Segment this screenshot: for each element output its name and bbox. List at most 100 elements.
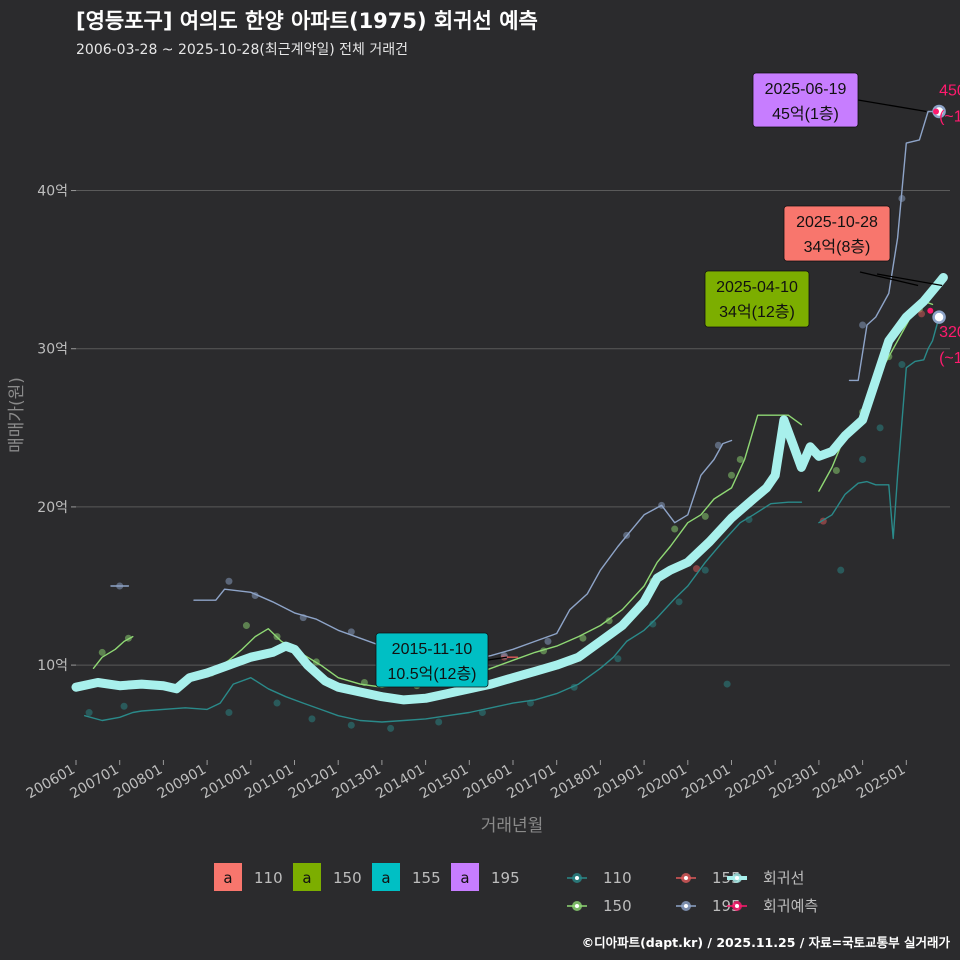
scatter-point-150 — [605, 617, 613, 625]
y-tick-label: 30억 — [37, 342, 68, 358]
legend-line-text: 회귀예측 — [763, 897, 818, 915]
annotation-date: 2025-06-19 — [765, 81, 847, 98]
annotation-leader — [487, 656, 507, 661]
prediction-area: (~110㎡) — [939, 349, 960, 367]
y-axis-ticks: 10억 20억 30억 40억 — [37, 184, 76, 674]
x-tick-label: 201901 — [592, 762, 646, 803]
legend-label-key — [451, 863, 479, 891]
scatter-point-110 — [701, 566, 709, 574]
legend-label-text: 110 — [254, 869, 283, 887]
legend-line-dot-center — [684, 876, 688, 880]
x-tick-label: 201101 — [242, 762, 296, 803]
legend-line-text: 110 — [603, 869, 632, 887]
scatter-point-110 — [308, 715, 316, 723]
x-tick-label: 202501 — [854, 762, 908, 803]
annotation-leader — [857, 99, 927, 113]
scatter-point-150 — [736, 455, 744, 463]
annotation-text: 34억(8층) — [804, 238, 871, 256]
scatter-point-150 — [579, 634, 587, 642]
legend-line-dot-center — [735, 876, 739, 880]
series-line-150 — [92, 635, 134, 669]
scatter-point-150 — [832, 467, 840, 475]
series-line-195b — [193, 439, 733, 666]
legend-line-text: 150 — [603, 897, 632, 915]
x-tick-label: 201301 — [330, 762, 384, 803]
legend-line-dot-center — [684, 904, 688, 908]
annotation-leader — [859, 271, 919, 287]
annotations: 2025-06-19 45억(1층) 2025-10-28 34억(8층) 2025-0… — [375, 72, 943, 688]
x-tick-label: 201201 — [286, 762, 340, 803]
annotation-leader — [876, 273, 943, 287]
scatter-point-155 — [918, 310, 926, 318]
chart-title: [영등포구] 여의도 한양 아파트(1975) 회귀선 예측 — [76, 9, 538, 33]
series-line- — [71, 273, 948, 705]
x-tick-label: 200901 — [155, 762, 209, 803]
x-tick-label: 202001 — [636, 762, 690, 803]
legend-label-glyph: a — [460, 869, 469, 887]
scatter-point-110 — [614, 655, 622, 663]
predictions: 450,000 (~195㎡) 320,000 (~110㎡) — [927, 82, 960, 367]
legend-label-key — [293, 863, 321, 891]
legend: a 110 a 150 a 155 a 195 110 155 회귀선 150 195 회귀예측 — [214, 863, 818, 915]
annotation-3: 2015-11-10 10.5억(12층) — [375, 632, 507, 688]
y-tick-label: 40억 — [37, 184, 68, 200]
scatter-point-150 — [701, 512, 709, 520]
x-tick-label: 202401 — [810, 762, 864, 803]
scatter-point-110 — [225, 709, 233, 717]
legend-line-dot-center — [575, 876, 579, 880]
scatter-point-195 — [225, 577, 233, 585]
prediction-price: 450,000 — [939, 82, 960, 99]
legend-line-text: 195 — [712, 897, 741, 915]
x-axis-ticks: 2006012007012008012009012010012011012012… — [24, 760, 908, 803]
annotation-box — [704, 270, 810, 328]
legend-line-text: 155 — [712, 869, 741, 887]
x-tick-label: 201701 — [504, 762, 558, 803]
legend-label-text: 150 — [333, 869, 362, 887]
annotation-text: 45억(1층) — [772, 105, 839, 123]
scatter-point-110 — [859, 455, 867, 463]
series-lines — [71, 110, 948, 723]
legend-line-dot-center — [735, 904, 739, 908]
scatter-point-110 — [273, 699, 281, 707]
annotation-1: 2025-10-28 34억(8층) — [783, 205, 943, 287]
scatter-point-110 — [478, 709, 486, 717]
y-axis-title: 매매가(원) — [7, 377, 27, 453]
x-tick-label: 200701 — [67, 762, 121, 803]
annotation-box — [783, 205, 891, 262]
series-line-150b — [215, 414, 803, 688]
grid — [76, 190, 950, 666]
x-axis-title: 거래년월 — [481, 816, 544, 836]
x-tick-label: 200601 — [24, 762, 78, 803]
caption: ©디아파트(dapt.kr) / 2025.11.25 / 자료=국토교통부 실… — [582, 935, 951, 950]
scatter-point-110 — [723, 680, 731, 688]
scatter-point-110 — [435, 718, 443, 726]
y-tick-label: 20억 — [37, 500, 68, 516]
x-tick-label: 202201 — [723, 762, 777, 803]
scatter-point-110 — [898, 361, 906, 369]
scatter-point-110 — [120, 702, 128, 710]
annotation-0: 2025-06-19 45억(1층) — [752, 72, 927, 128]
x-tick-label: 201401 — [373, 762, 427, 803]
legend-label-glyph: a — [223, 869, 232, 887]
legend-line-dot-center — [575, 904, 579, 908]
scatter-point-195 — [859, 321, 867, 329]
scatter-point-155 — [693, 565, 701, 573]
chart-header: [영등포구] 여의도 한양 아파트(1975) 회귀선 예측 2006-03-2… — [76, 9, 538, 58]
x-tick-label: 201001 — [199, 762, 253, 803]
scatter-point-150 — [728, 471, 735, 479]
scatter-point-150 — [671, 525, 679, 533]
x-tick-label: 202101 — [679, 762, 733, 803]
legend-label-text: 155 — [412, 869, 441, 887]
x-tick-label: 201601 — [461, 762, 515, 803]
prediction-point — [933, 108, 940, 115]
legend-label-key — [214, 863, 242, 891]
x-tick-label: 201801 — [548, 762, 602, 803]
scatter-point-150 — [242, 622, 250, 630]
legend-label-glyph: a — [302, 869, 311, 887]
prediction-marker — [932, 310, 946, 324]
scatter-point-110 — [675, 598, 683, 606]
annotation-date: 2025-04-10 — [716, 279, 798, 296]
annotation-box — [375, 632, 489, 688]
prediction-point — [927, 307, 934, 314]
